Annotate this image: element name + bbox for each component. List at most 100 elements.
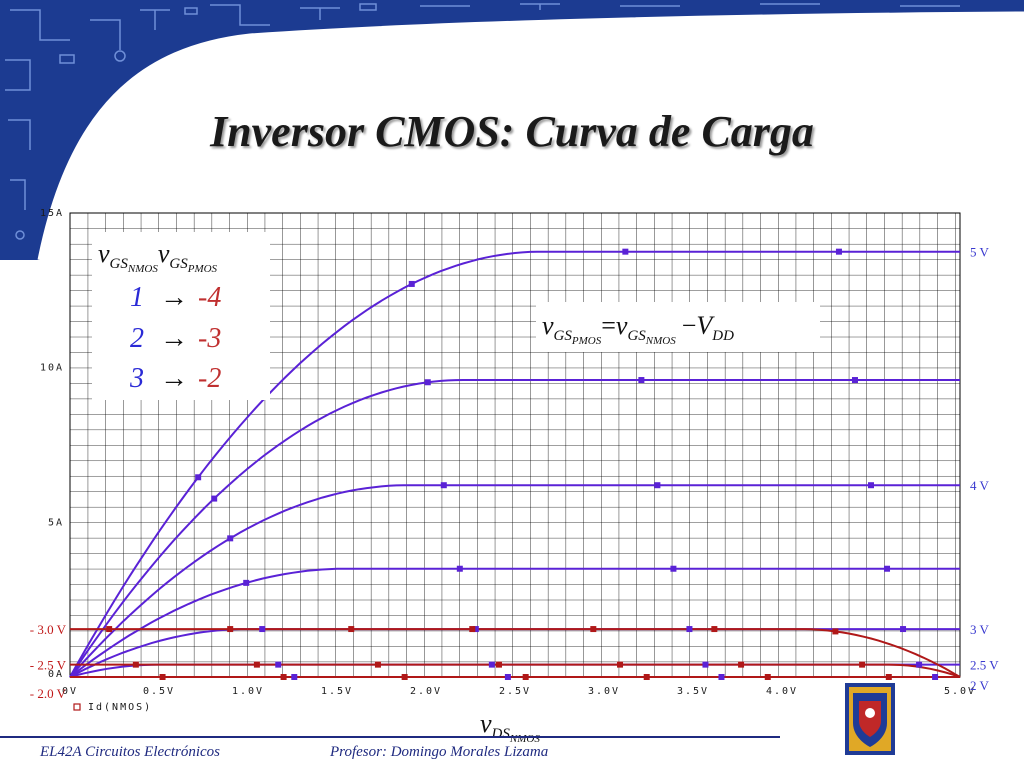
legend-row-2: 2 → -3 xyxy=(130,323,221,354)
legend-row-2-pmos: -3 xyxy=(198,323,221,354)
professor-name: Profesor: Domingo Morales Lizama xyxy=(330,744,549,760)
nmos-marker xyxy=(275,661,282,668)
nmos-marker xyxy=(243,579,250,586)
x-tick-label: 1.0V xyxy=(232,686,264,697)
pmos-curve xyxy=(70,663,961,678)
legend-marker xyxy=(73,703,81,711)
x-tick-label: 2.0V xyxy=(410,686,442,697)
course-name: EL42A Circuitos Electrónicos xyxy=(40,744,220,760)
arrow-icon: → xyxy=(160,323,188,354)
curve-labels: 5 V 4 V 3 V 2.5 V 2 V - 3.0 V - 2.5 V - 2.0 V xyxy=(30,245,999,701)
y-tick-label: 5A xyxy=(48,517,64,528)
legend-row-3-pmos: -2 xyxy=(198,363,221,394)
banner-background xyxy=(0,0,1024,260)
nmos-marker xyxy=(622,248,629,255)
legend-row-1: 1 → -4 xyxy=(130,282,221,313)
pmos-marker xyxy=(227,626,234,633)
nmos-marker xyxy=(472,626,479,633)
nmos-marker xyxy=(686,626,693,633)
pmos-marker xyxy=(159,674,166,680)
header-banner xyxy=(0,0,1024,260)
pmos-marker xyxy=(132,661,139,668)
banner-swoosh xyxy=(37,11,1024,260)
university-logo xyxy=(845,683,895,755)
nmos-marker xyxy=(868,482,874,489)
arrow-icon: → xyxy=(160,282,188,313)
pmos-marker xyxy=(253,661,260,668)
legend-label: Id(NMOS) xyxy=(88,702,152,713)
legend-row-1-pmos: -4 xyxy=(198,282,221,313)
pmos-marker xyxy=(764,674,771,680)
nmos-marker xyxy=(488,661,495,668)
nmos-marker xyxy=(211,495,218,502)
curve-markers xyxy=(106,248,939,680)
nmos-marker xyxy=(291,674,298,680)
x-tick-label: 4.0V xyxy=(766,686,798,697)
pmos-marker xyxy=(495,661,502,668)
pmos-marker xyxy=(590,626,597,633)
pmos-marker xyxy=(401,674,408,680)
pmos-marker xyxy=(469,626,476,633)
pmos-marker xyxy=(280,674,287,680)
axis-ticks: 0V 0.5V 1.0V 1.5V 2.0V 2.5V 3.0V 3.5V 4.0V 5.0V 0A… xyxy=(40,208,976,697)
nmos-marker xyxy=(259,626,266,633)
legend-row-2-nmos: 2 xyxy=(130,323,144,354)
load-curve-chart: 0V 0.5V 1.0V 1.5V 2.0V 2.5V 3.0V 3.5V 4.0V 5.0V 0A… xyxy=(30,208,999,745)
nmos-marker xyxy=(227,535,234,542)
pmos-marker xyxy=(106,626,113,633)
x-tick-label: 3.5V xyxy=(677,686,709,697)
nmos-marker xyxy=(670,565,677,572)
x-tick-label: 5.0V xyxy=(944,686,976,697)
nmos-marker xyxy=(424,379,431,386)
pmos-marker xyxy=(522,674,529,680)
nmos-marker xyxy=(638,377,645,384)
nmos-marker xyxy=(702,661,709,668)
x-tick-label: 3.0V xyxy=(588,686,620,697)
nmos-gate-label: 4 V xyxy=(970,478,990,493)
y-tick-label: 10A xyxy=(40,363,64,374)
nmos-curve xyxy=(69,567,960,678)
nmos-marker xyxy=(884,565,891,572)
nmos-marker xyxy=(916,661,923,668)
pmos-gate-label: - 3.0 V xyxy=(30,622,67,637)
pmos-gate-label: - 2.5 V xyxy=(30,658,67,673)
pmos-marker xyxy=(374,661,381,668)
nmos-marker xyxy=(504,674,511,680)
y-tick-label: 0A xyxy=(48,669,64,680)
legend-row-3: 3 → -2 xyxy=(129,363,221,394)
nmos-gate-label: 2 V xyxy=(970,678,990,693)
x-tick-label: 0V xyxy=(62,686,78,697)
legend-box xyxy=(92,232,270,400)
nmos-marker xyxy=(851,377,858,384)
circuit-pattern xyxy=(5,3,960,240)
nmos-marker xyxy=(718,674,725,680)
pmos-curve xyxy=(70,628,961,678)
nmos-marker xyxy=(900,626,907,633)
nmos-curve xyxy=(69,484,960,678)
nmos-marker xyxy=(835,248,842,255)
pmos-marker xyxy=(859,661,866,668)
y-tick-label: 15A xyxy=(40,208,64,219)
nmos-marker xyxy=(440,482,447,489)
legend-header: vGSNMOSvGSPMOS xyxy=(98,239,218,275)
nmos-curve xyxy=(69,379,960,678)
arrow-icon: → xyxy=(160,363,188,394)
slide-title: Inversor CMOS: Curva de Carga xyxy=(210,107,814,156)
pmos-marker xyxy=(348,626,355,633)
nmos-marker xyxy=(932,674,939,680)
pmos-gate-label: - 2.0 V xyxy=(30,686,67,701)
pmos-marker xyxy=(832,628,839,635)
footer-bar xyxy=(0,736,780,738)
pmos-marker xyxy=(738,661,745,668)
legend-row-3-nmos: 3 xyxy=(129,363,144,394)
legend-row-1-nmos: 1 xyxy=(130,282,144,313)
x-tick-label: 2.5V xyxy=(499,686,531,697)
pmos-marker xyxy=(643,674,650,680)
nmos-curve xyxy=(69,250,960,678)
nmos-gate-label: 3 V xyxy=(970,622,990,637)
x-tick-label: 0.5V xyxy=(143,686,175,697)
nmos-marker xyxy=(408,280,415,287)
curves xyxy=(69,250,961,678)
x-tick-label: 1.5V xyxy=(321,686,353,697)
nmos-gate-label: 5 V xyxy=(970,245,990,260)
